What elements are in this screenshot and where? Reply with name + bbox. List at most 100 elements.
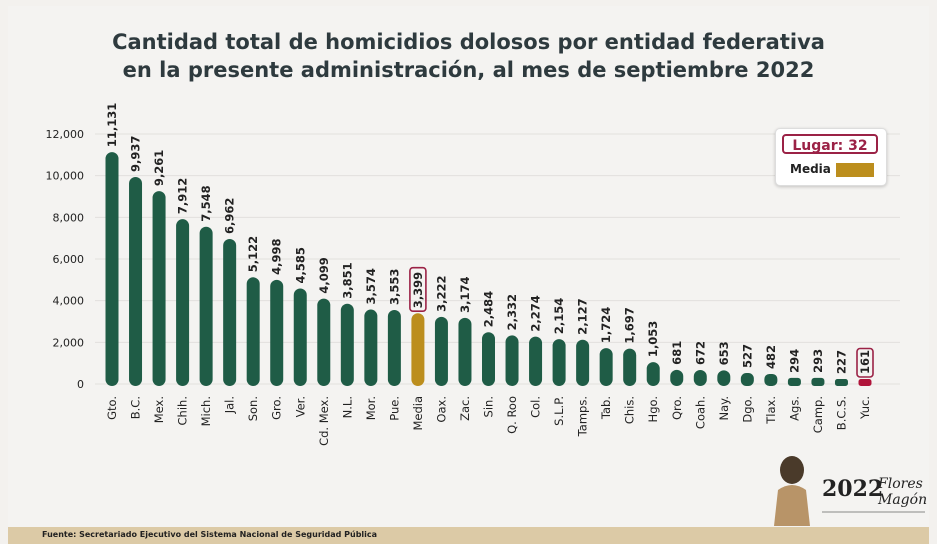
y-tick-label: 12,000 — [46, 128, 85, 141]
x-tick-label: Q. Roo — [505, 396, 519, 434]
bar-slp — [552, 339, 566, 386]
x-tick-label: Dgo. — [740, 396, 754, 423]
bar-tab — [599, 348, 613, 386]
value-label: 3,851 — [340, 262, 354, 298]
bar-qroo — [505, 335, 519, 386]
value-label: 294 — [787, 349, 801, 373]
x-tick-label: Chis. — [623, 396, 637, 424]
x-tick-label: Pue. — [387, 396, 401, 421]
legend-media-label: Media — [790, 162, 831, 176]
value-label: 7,912 — [176, 178, 190, 214]
bar-col — [529, 336, 543, 386]
value-label: 1,724 — [599, 307, 613, 343]
value-label: 3,399 — [411, 272, 425, 308]
y-tick-label: 4,000 — [53, 295, 85, 308]
value-label: 2,127 — [576, 298, 590, 334]
bar-mich — [199, 226, 213, 386]
bar-tamps — [576, 339, 590, 386]
logo-portrait-icon: 2022 Flores Magón — [774, 456, 927, 526]
bar-bcs — [834, 379, 848, 386]
value-label: 1,053 — [646, 321, 660, 357]
x-tick-label: B.C.S. — [834, 396, 848, 430]
x-tick-label: Mex. — [152, 396, 166, 423]
bar-cdmex — [317, 298, 331, 386]
svg-text:Flores: Flores — [877, 476, 923, 492]
value-label: 2,274 — [529, 295, 543, 331]
chart-title: Cantidad total de homicidios dolosos por… — [0, 28, 937, 84]
x-tick-label: B.C. — [129, 396, 143, 419]
value-label: 4,585 — [293, 247, 307, 283]
x-tick-label: Mor. — [364, 396, 378, 420]
lugar-badge: Lugar: 32 — [782, 134, 878, 154]
x-tick-label: Chih. — [176, 396, 190, 425]
x-tick-label: Tamps. — [576, 396, 590, 437]
value-label: 7,548 — [199, 185, 213, 221]
value-label: 4,998 — [270, 238, 284, 274]
bar-mex — [152, 191, 166, 386]
x-tick-label: Ver. — [293, 396, 307, 417]
value-label: 527 — [740, 344, 754, 368]
bar-sin — [482, 332, 495, 386]
bar-ver — [293, 288, 307, 386]
value-label: 6,962 — [223, 198, 237, 234]
bar-chis — [623, 348, 637, 386]
bar-zac — [458, 317, 472, 386]
bar-qro — [670, 369, 684, 386]
x-tick-label: Gto. — [105, 396, 119, 420]
x-tick-label: Tlax. — [764, 396, 778, 425]
highlight-box — [856, 347, 874, 378]
bar-bc — [129, 176, 143, 386]
x-tick-label: Son. — [246, 396, 260, 421]
highlight-box — [409, 266, 427, 312]
bar-yuc — [858, 379, 872, 386]
bar-oax — [434, 316, 448, 386]
value-label: 4,099 — [317, 257, 331, 293]
x-tick-label: N.L. — [340, 396, 354, 418]
bar-nl — [340, 303, 354, 386]
value-label: 227 — [834, 350, 848, 374]
bar-media — [411, 313, 425, 386]
bar-camp — [811, 377, 825, 386]
x-tick-label: Tab. — [599, 396, 613, 420]
value-label: 681 — [670, 341, 684, 365]
x-tick-label: S.L.P. — [552, 396, 566, 426]
bar-ags — [787, 377, 801, 386]
title-line-1: Cantidad total de homicidios dolosos por… — [112, 30, 825, 54]
source-note: Fuente: Secretariado Ejecutivo del Siste… — [42, 530, 378, 539]
value-label: 11,131 — [105, 103, 119, 147]
x-tick-label: Zac. — [458, 396, 472, 421]
bar-dgo — [740, 373, 754, 386]
x-tick-label: Jal. — [223, 396, 237, 414]
bar-son — [246, 277, 260, 386]
bar-mor — [364, 309, 378, 386]
value-label: 2,154 — [552, 298, 566, 334]
y-tick-label: 6,000 — [53, 253, 85, 266]
x-tick-label: Yuc. — [858, 396, 872, 420]
svg-text:Magón: Magón — [877, 492, 927, 508]
x-tick-label: Coah. — [693, 396, 707, 429]
x-tick-label: Camp. — [811, 396, 825, 433]
legend: Lugar: 32 Media — [775, 128, 887, 186]
y-tick-label: 2,000 — [53, 336, 85, 349]
x-tick-label: Gro. — [270, 396, 284, 420]
bar-coah — [693, 370, 707, 386]
x-tick-label: Nay. — [717, 396, 731, 420]
y-tick-label: 8,000 — [53, 211, 85, 224]
svg-text:2022: 2022 — [822, 476, 883, 502]
value-label: 2,484 — [482, 291, 496, 327]
value-label: 653 — [717, 341, 731, 365]
x-tick-label: Sin. — [482, 396, 496, 417]
flores-magon-logo: 2022 Flores Magón — [770, 448, 930, 526]
y-tick-label: 10,000 — [46, 170, 85, 183]
value-label: 482 — [764, 345, 778, 369]
bar-nay — [717, 370, 731, 386]
title-line-2: en la presente administración, al mes de… — [122, 58, 815, 82]
value-label: 672 — [693, 341, 707, 365]
value-label: 3,174 — [458, 276, 472, 312]
x-tick-label: Mich. — [199, 396, 213, 426]
value-label: 1,697 — [623, 307, 637, 343]
value-label: 2,332 — [505, 294, 519, 330]
footer-bar: Fuente: Secretariado Ejecutivo del Siste… — [8, 527, 929, 544]
bar-tlax — [764, 373, 778, 386]
